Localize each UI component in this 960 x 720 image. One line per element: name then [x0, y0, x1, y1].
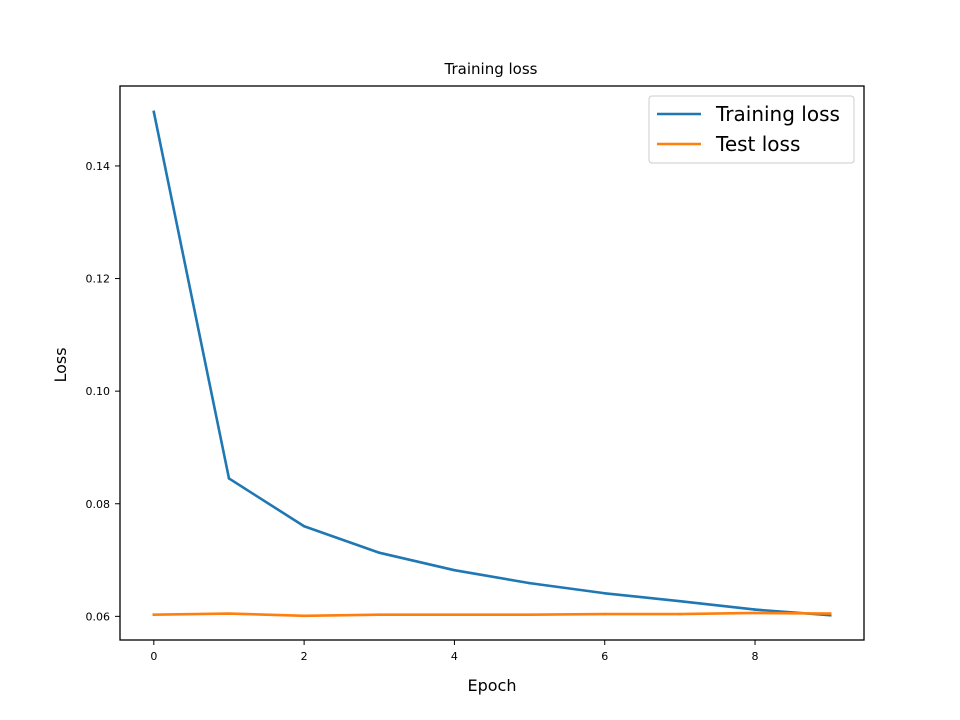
data-point-test-loss: [227, 612, 231, 615]
data-point-test-loss: [528, 613, 531, 616]
x-tick-label: 6: [601, 650, 608, 663]
data-point-test-loss: [828, 612, 832, 615]
data-point-training-loss: [528, 581, 531, 585]
axis-ticks: 0 2 4 6 8 0.06 0.08 0.10 0.12 0.14: [86, 160, 759, 663]
data-point-test-loss: [302, 614, 306, 618]
x-axis-label: Epoch: [468, 676, 517, 695]
plot-frame: [119, 85, 865, 641]
y-tick-label: 0.06: [86, 610, 111, 623]
x-tick-label: 4: [451, 650, 458, 663]
data-point-training-loss: [453, 568, 456, 572]
x-tick-label: 0: [150, 650, 157, 663]
legend-label-training-loss: Training loss: [715, 102, 840, 126]
data-point-test-loss: [152, 613, 156, 616]
y-tick-label: 0.12: [86, 273, 111, 286]
series-line-training-loss: [152, 110, 832, 617]
data-point-training-loss: [302, 524, 306, 528]
x-tick-label: 2: [301, 650, 308, 663]
data-point-test-loss: [377, 613, 381, 616]
y-tick-label: 0.10: [86, 385, 111, 398]
data-point-training-loss: [678, 599, 682, 603]
data-point-test-loss: [678, 612, 682, 616]
legend: Training loss Test loss: [648, 95, 855, 164]
series-line-test-loss: [152, 611, 832, 618]
y-tick-label: 0.14: [86, 160, 111, 173]
data-point-training-loss: [603, 591, 607, 595]
y-tick-label: 0.08: [86, 498, 111, 511]
data-point-training-loss: [152, 110, 156, 114]
data-point-training-loss: [377, 551, 381, 555]
chart-title: Training loss: [444, 60, 538, 78]
legend-label-test-loss: Test loss: [715, 132, 800, 156]
series-lines: [152, 110, 832, 618]
x-tick-label: 8: [752, 650, 759, 663]
data-point-test-loss: [453, 613, 456, 616]
data-point-training-loss: [753, 608, 757, 611]
data-point-training-loss: [227, 477, 231, 480]
y-axis-label: Loss: [51, 347, 70, 382]
data-point-test-loss: [603, 612, 607, 616]
data-point-test-loss: [753, 611, 757, 615]
